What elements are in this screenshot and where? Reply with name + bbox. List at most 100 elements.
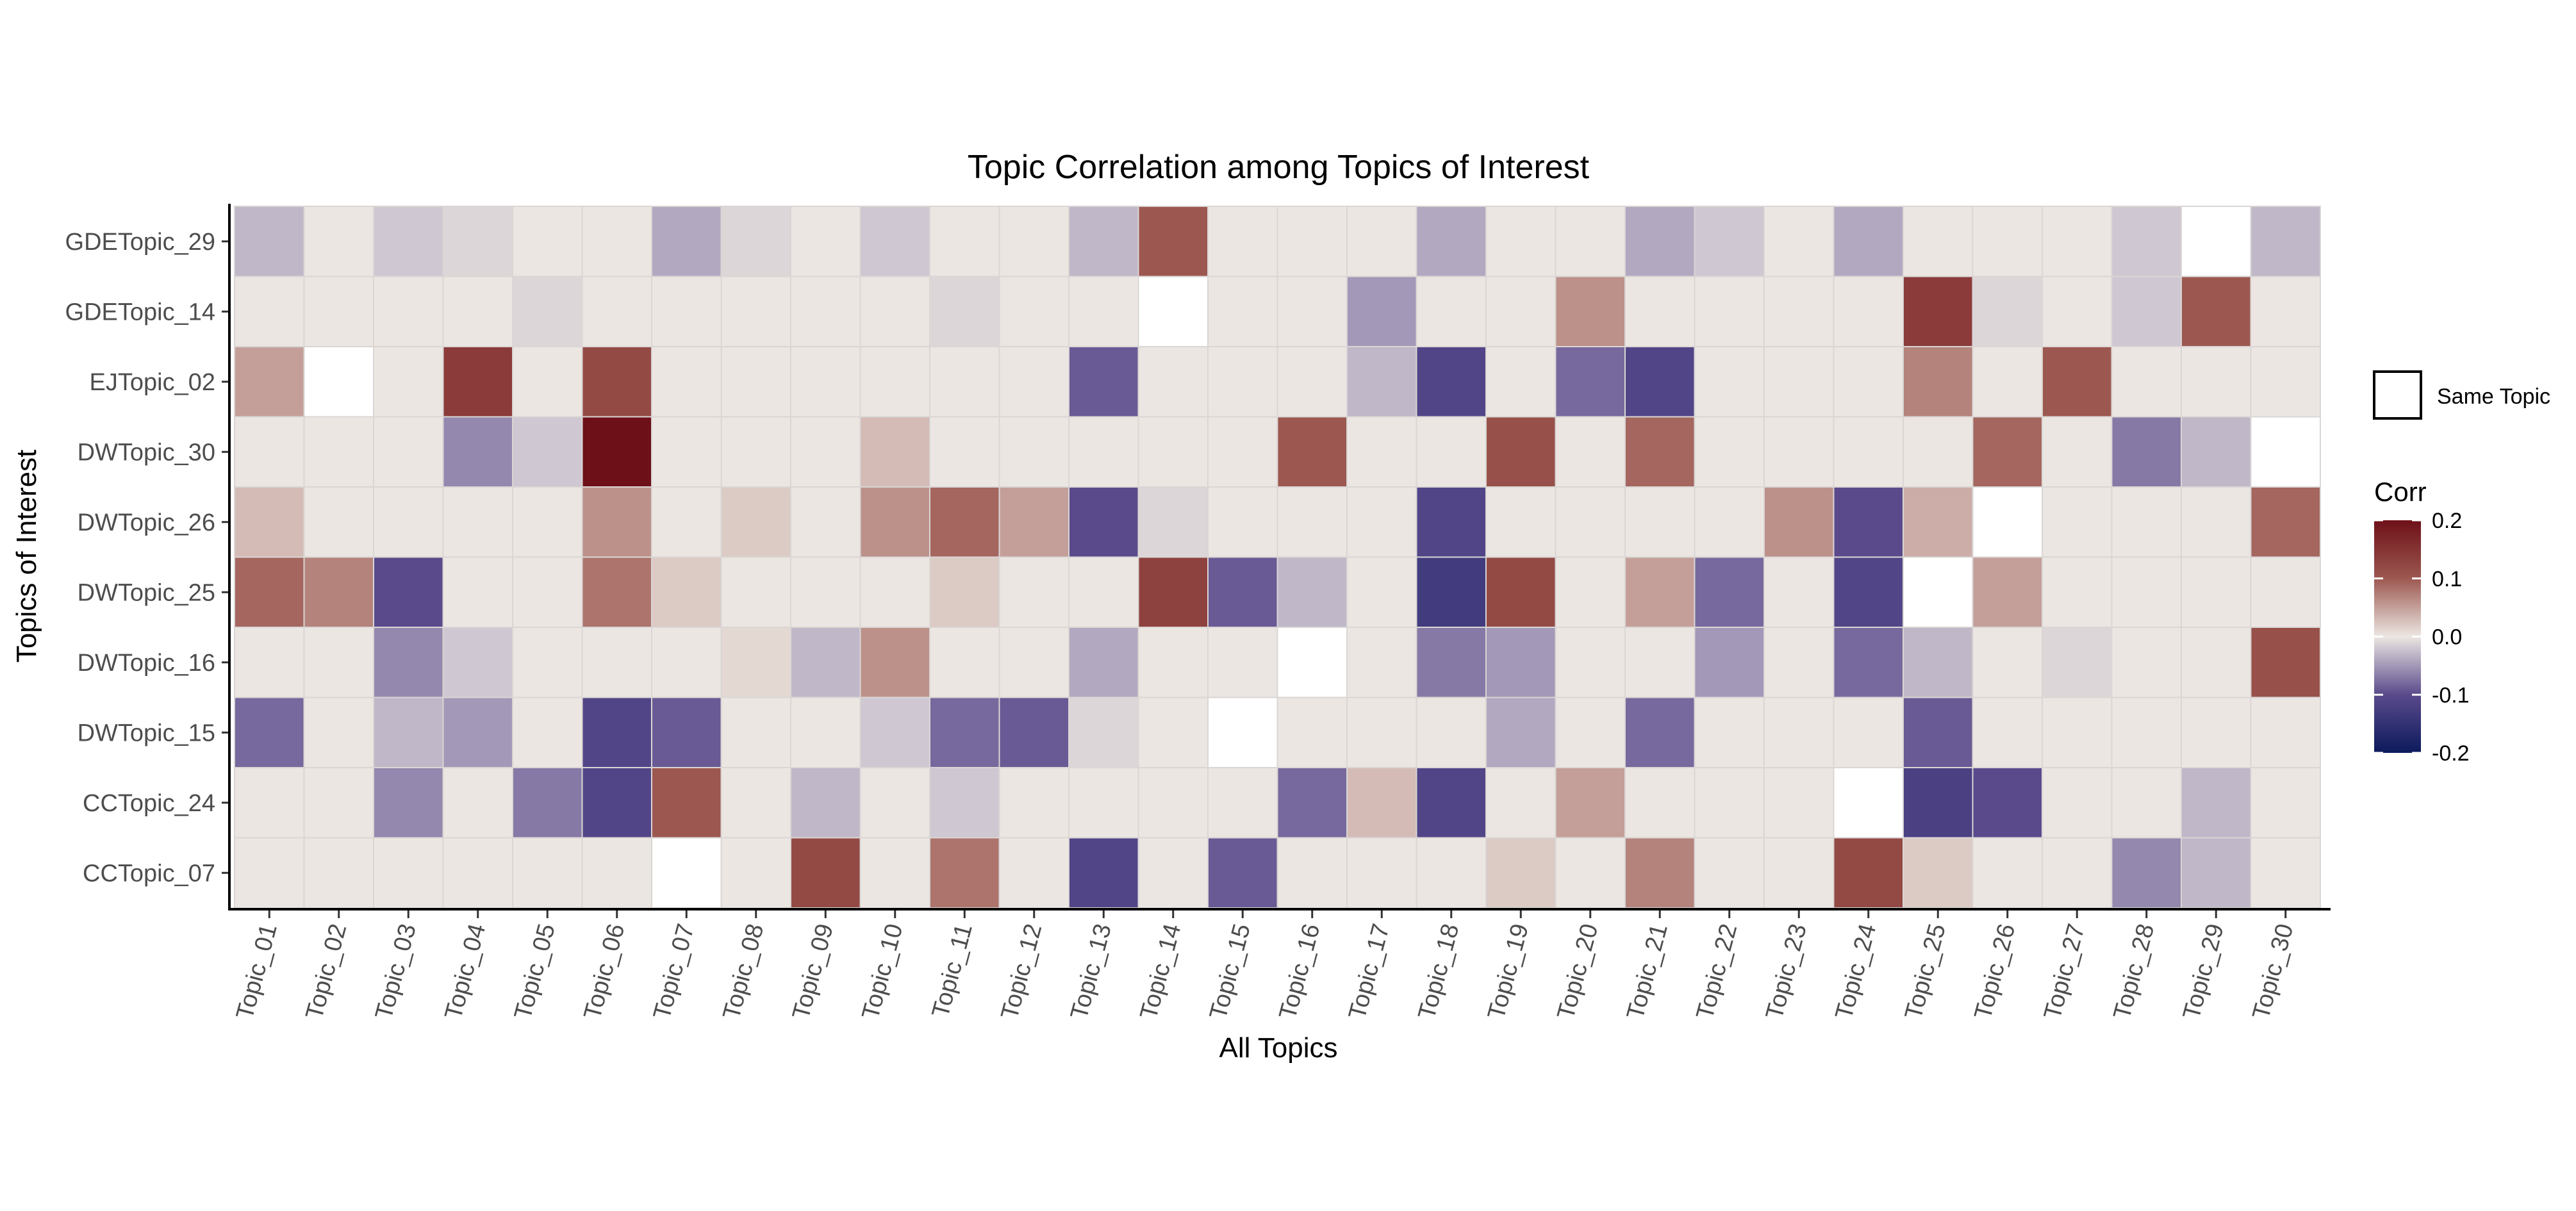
x-tick-label: Topic_19 [1483,921,1534,1022]
heatmap-cell [859,556,930,628]
x-tick-label: Topic_14 [1135,921,1187,1022]
x-tick-label: Topic_30 [2248,921,2299,1022]
heatmap-cell [1624,696,1696,768]
heatmap-cell [2181,837,2252,909]
x-axis-ticks: Topic_01 Topic_02 Topic_03 Topic_04 Topic_05… [231,910,2299,1022]
heatmap-cell [1624,206,1696,277]
heatmap-cell [1416,416,1487,488]
heatmap-cell [1694,767,1765,839]
heatmap-cell [1694,627,1765,698]
heatmap-cell [1555,837,1626,909]
heatmap-cell [1555,206,1626,277]
heatmap-cell [442,696,513,768]
heatmap-cell [2111,486,2182,558]
heatmap-cell [2042,276,2113,347]
heatmap-cell [651,696,722,768]
x-tick-label: Topic_04 [440,921,491,1022]
heatmap-cell [859,767,930,839]
x-tick-label: Topic_29 [2178,921,2229,1022]
heatmap-cell [651,486,722,558]
heatmap-cell [1276,627,1348,698]
heatmap-cell [1624,627,1696,698]
heatmap-cell [720,486,791,558]
heatmap-cell [1207,486,1278,558]
heatmap-cell [1207,346,1278,418]
heatmap-cell [581,486,652,558]
heatmap-cell [929,346,1000,418]
heatmap-cell [442,276,513,347]
heatmap-cell [1555,627,1626,698]
heatmap-cell [1555,486,1626,558]
heatmap-cell [1485,556,1556,628]
heatmap-cell [1416,627,1487,698]
heatmap-cell [2111,206,2182,277]
heatmap-cell [1068,346,1139,418]
heatmap-cell [1903,346,1974,418]
y-tick-label: DWTopic_16 [78,650,215,677]
heatmap-cell [1207,767,1278,839]
x-tick-label: Topic_12 [996,921,1048,1022]
heatmap-cell [373,767,444,839]
heatmap-cell [1694,276,1765,347]
heatmap-cell [1346,837,1417,909]
heatmap-cell [1416,486,1487,558]
heatmap-cell [234,696,305,768]
heatmap-cell [1833,696,1904,768]
heatmap-cell [2181,206,2252,277]
heatmap-cell [651,556,722,628]
heatmap-cell [1972,416,2043,488]
heatmap-cell [859,696,930,768]
heatmap-cell [303,556,374,628]
heatmap-cell [859,486,930,558]
heatmap-cell [929,486,1000,558]
x-tick-label: Topic_03 [370,921,422,1022]
x-tick-label: Topic_18 [1414,921,1465,1022]
heatmap-cell [1903,837,1974,909]
same-topic-legend: Same Topic [2373,370,2550,420]
color-legend-ticks: 0.2 0.1 0.0 -0.1 -0.2 [2374,509,2470,766]
heatmap-cells [234,206,2321,909]
heatmap-cell [1972,837,2043,909]
heatmap-cell [1137,486,1209,558]
heatmap-cell [2250,206,2321,277]
heatmap-cell [790,767,861,839]
heatmap-cell [2250,767,2321,839]
heatmap-cell [1903,767,1974,839]
x-tick-label: Topic_11 [927,921,978,1020]
heatmap-cell [1137,767,1209,839]
heatmap-cell [1833,416,1904,488]
legend-tick-label: 0.2 [2432,509,2462,533]
heatmap-cell [1903,206,1974,277]
heatmap-cell [790,206,861,277]
heatmap-cell [1694,346,1765,418]
heatmap-cell [1624,486,1696,558]
heatmap-cell [303,486,374,558]
heatmap-cell [1485,837,1556,909]
heatmap-cell [651,627,722,698]
heatmap-cell [373,556,444,628]
x-tick-label: Topic_01 [231,921,283,1022]
heatmap-cell [1903,556,1974,628]
y-axis-title: Topics of Interest [11,450,42,663]
heatmap-cell [1763,416,1835,488]
heatmap-cell [442,837,513,909]
heatmap-cell [1068,486,1139,558]
heatmap-cell [790,346,861,418]
heatmap-cell [929,416,1000,488]
x-tick-label: Topic_27 [2039,921,2090,1022]
heatmap-cell [1972,276,2043,347]
heatmap-cell [998,276,1069,347]
y-tick-label: GDETopic_14 [65,299,215,325]
heatmap-cell [373,627,444,698]
heatmap-cell [2181,346,2252,418]
color-legend: Corr 0.2 0.1 0.0 -0.1 -0.2 [2374,477,2470,766]
heatmap-cell [1207,627,1278,698]
heatmap-cell [859,837,930,909]
heatmap-cell [1346,627,1417,698]
y-tick-label: GDETopic_29 [65,229,215,256]
heatmap-cell [1485,696,1556,768]
heatmap-cell [1137,206,1209,277]
heatmap-cell [998,837,1069,909]
heatmap-cell [859,276,930,347]
heatmap-cell [1555,416,1626,488]
